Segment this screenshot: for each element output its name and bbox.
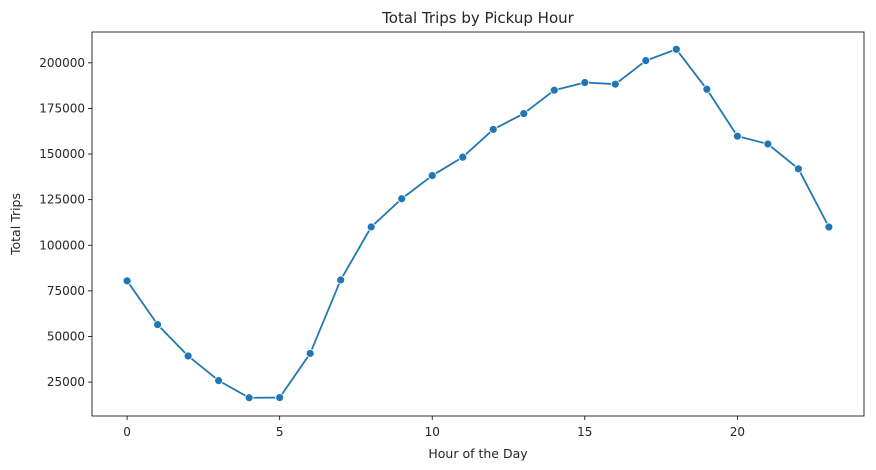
data-point [214,376,224,386]
y-tick-label: 50000 [47,329,85,343]
x-axis-title: Hour of the Day [428,446,528,461]
y-tick-label: 100000 [39,238,85,252]
y-tick-label: 75000 [47,284,85,298]
data-point [305,349,315,358]
data-point [336,275,346,285]
x-tick-label: 0 [123,425,131,439]
data-point [153,320,163,330]
data-point [427,171,437,180]
y-axis-title: Total Trips [8,193,23,256]
y-tick-label: 25000 [47,375,85,389]
data-point [641,56,651,66]
series-layer [122,44,834,403]
y-tick-label: 125000 [39,193,85,207]
y-tick-label: 175000 [39,101,85,115]
data-point [580,78,590,87]
chart-title: Total Trips by Pickup Hour [381,9,574,27]
data-point [519,109,529,118]
data-point [732,131,742,141]
series-line [126,48,830,399]
plot-frame [91,31,865,417]
data-point [610,79,620,89]
data-point [763,139,773,149]
data-point [275,393,285,402]
y-tick-label: 150000 [39,147,85,161]
data-point [366,222,376,232]
data-point [671,44,681,54]
x-tick-label: 5 [276,425,284,439]
data-point [244,393,254,403]
y-tick-label: 200000 [39,56,85,70]
data-point [824,222,834,232]
x-tick-label: 15 [577,425,592,439]
data-point [549,85,559,95]
data-point [397,194,407,204]
x-axis: 0 5 10 15 20 [123,416,745,439]
y-axis: 25000 50000 75000 100000 125000 150000 175000 2… [39,56,92,389]
data-point [458,152,468,162]
x-tick-label: 20 [730,425,745,439]
data-point [793,164,803,174]
data-point [702,84,712,94]
data-point [183,351,193,361]
data-point [122,276,132,286]
x-tick-label: 10 [425,425,440,439]
data-point [488,125,498,134]
